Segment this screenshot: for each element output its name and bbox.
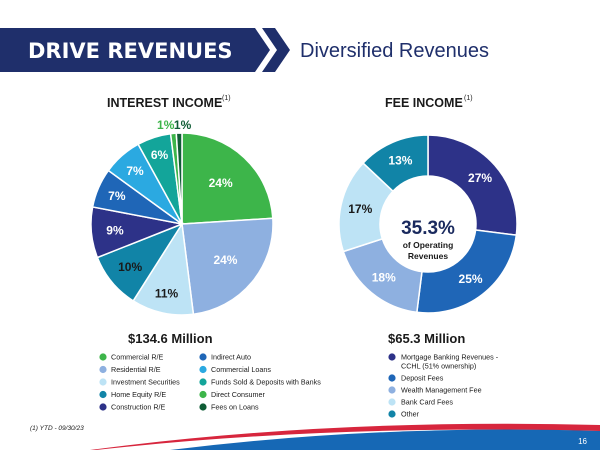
donut-center-value: 35.3% — [401, 218, 455, 239]
slice-label: 13% — [388, 153, 412, 167]
fee-income-title: FEE INCOME — [385, 96, 463, 110]
slice-label: 1% — [174, 118, 192, 132]
slice-label: 27% — [468, 171, 492, 185]
interest-income-pie: 24% 24% 11% 10% 9% 7%7% 6% 1% 1% — [90, 118, 274, 316]
slice-label: 7% — [108, 189, 126, 203]
slice-label: 17% — [348, 202, 372, 216]
legend-swatch — [99, 403, 107, 411]
pie-slice-commercial-r-e — [181, 132, 274, 225]
footer-red-band — [90, 423, 600, 450]
interest-income-total: $134.6 Million — [128, 331, 213, 346]
legend-label: Commercial R/E — [111, 353, 164, 362]
slice-label: 24% — [209, 176, 233, 190]
legend-label: Deposit Fees — [401, 374, 444, 383]
slice-label: 25% — [459, 272, 483, 286]
footer-blue-band — [170, 429, 600, 450]
legend-label: Direct Consumer — [211, 390, 266, 399]
interest-income-title: INTEREST INCOME — [107, 96, 222, 110]
pie-slice-other — [362, 134, 429, 193]
legend-swatch — [199, 403, 207, 411]
fee-income-donut: 27% 25% 18% 17% 13% — [338, 134, 518, 314]
slice-label: 10% — [118, 260, 142, 274]
interest-income-legend: Commercial R/E Residential R/E Investment … — [99, 353, 321, 412]
legend-swatch — [199, 365, 207, 374]
footer-swoosh — [90, 423, 600, 450]
legend-swatch — [99, 390, 107, 399]
fee-income-total: $65.3 Million — [388, 331, 465, 346]
legend-label-line2: CCHL (51% ownership) — [401, 362, 476, 371]
header-subtitle: Diversified Revenues — [300, 40, 489, 62]
legend-swatch — [99, 378, 107, 386]
legend-label: Funds Sold & Deposits with Banks — [211, 378, 321, 387]
legend-swatch — [199, 353, 207, 361]
legend-label: Investment Securities — [111, 378, 180, 387]
legend-label: Residential R/E — [111, 365, 161, 374]
header-title: DRIVE REVENUES — [28, 39, 233, 63]
legend-label: Commercial Loans — [211, 365, 271, 374]
legend-label: Fees on Loans — [211, 403, 259, 412]
legend-swatch — [388, 398, 396, 406]
slice-label: 6% — [151, 148, 169, 162]
slice-label: 9% — [106, 223, 124, 237]
legend-swatch — [388, 374, 396, 382]
donut-center-line2: Revenues — [408, 251, 448, 261]
interest-income-title-sup: (1) — [222, 95, 231, 102]
slice-label: 7% — [126, 164, 144, 178]
pie-slice-residential-r-e — [181, 217, 274, 316]
slice-label: 1% — [157, 118, 175, 132]
slice-label: 24% — [213, 253, 237, 267]
page-number: 16 — [578, 437, 587, 446]
fee-income-title-sup: (1) — [464, 95, 473, 102]
legend-swatch — [388, 410, 396, 418]
pie-slice-fees-on-loans — [175, 132, 183, 225]
header-banner-shape — [0, 28, 270, 72]
legend-swatch — [199, 390, 207, 399]
legend-swatch — [99, 353, 107, 361]
slice-label: 11% — [155, 286, 179, 300]
header-chevron — [262, 28, 290, 72]
legend-swatch — [388, 386, 396, 394]
legend-label: Bank Card Fees — [401, 398, 453, 407]
donut-center-line1: of Operating — [403, 240, 454, 250]
header-banner: DRIVE REVENUES — [0, 28, 290, 72]
slice-label: 18% — [372, 270, 396, 284]
legend-label: Home Equity R/E — [111, 390, 166, 399]
legend-swatch — [99, 365, 107, 374]
pie-slice-mortgage-banking-revenues — [427, 134, 518, 236]
legend-label: Construction R/E — [111, 403, 166, 412]
legend-label: Wealth Management Fee — [401, 386, 482, 395]
legend-label: Indirect Auto — [211, 353, 251, 362]
legend-swatch — [388, 353, 396, 361]
legend-label: Mortgage Banking Revenues - — [401, 353, 499, 362]
footnote: (1) YTD - 09/30/23 — [30, 425, 84, 432]
fee-income-legend: Mortgage Banking Revenues -CCHL (51% own… — [388, 353, 499, 419]
legend-label: Other — [401, 410, 420, 419]
legend-swatch — [199, 378, 207, 386]
